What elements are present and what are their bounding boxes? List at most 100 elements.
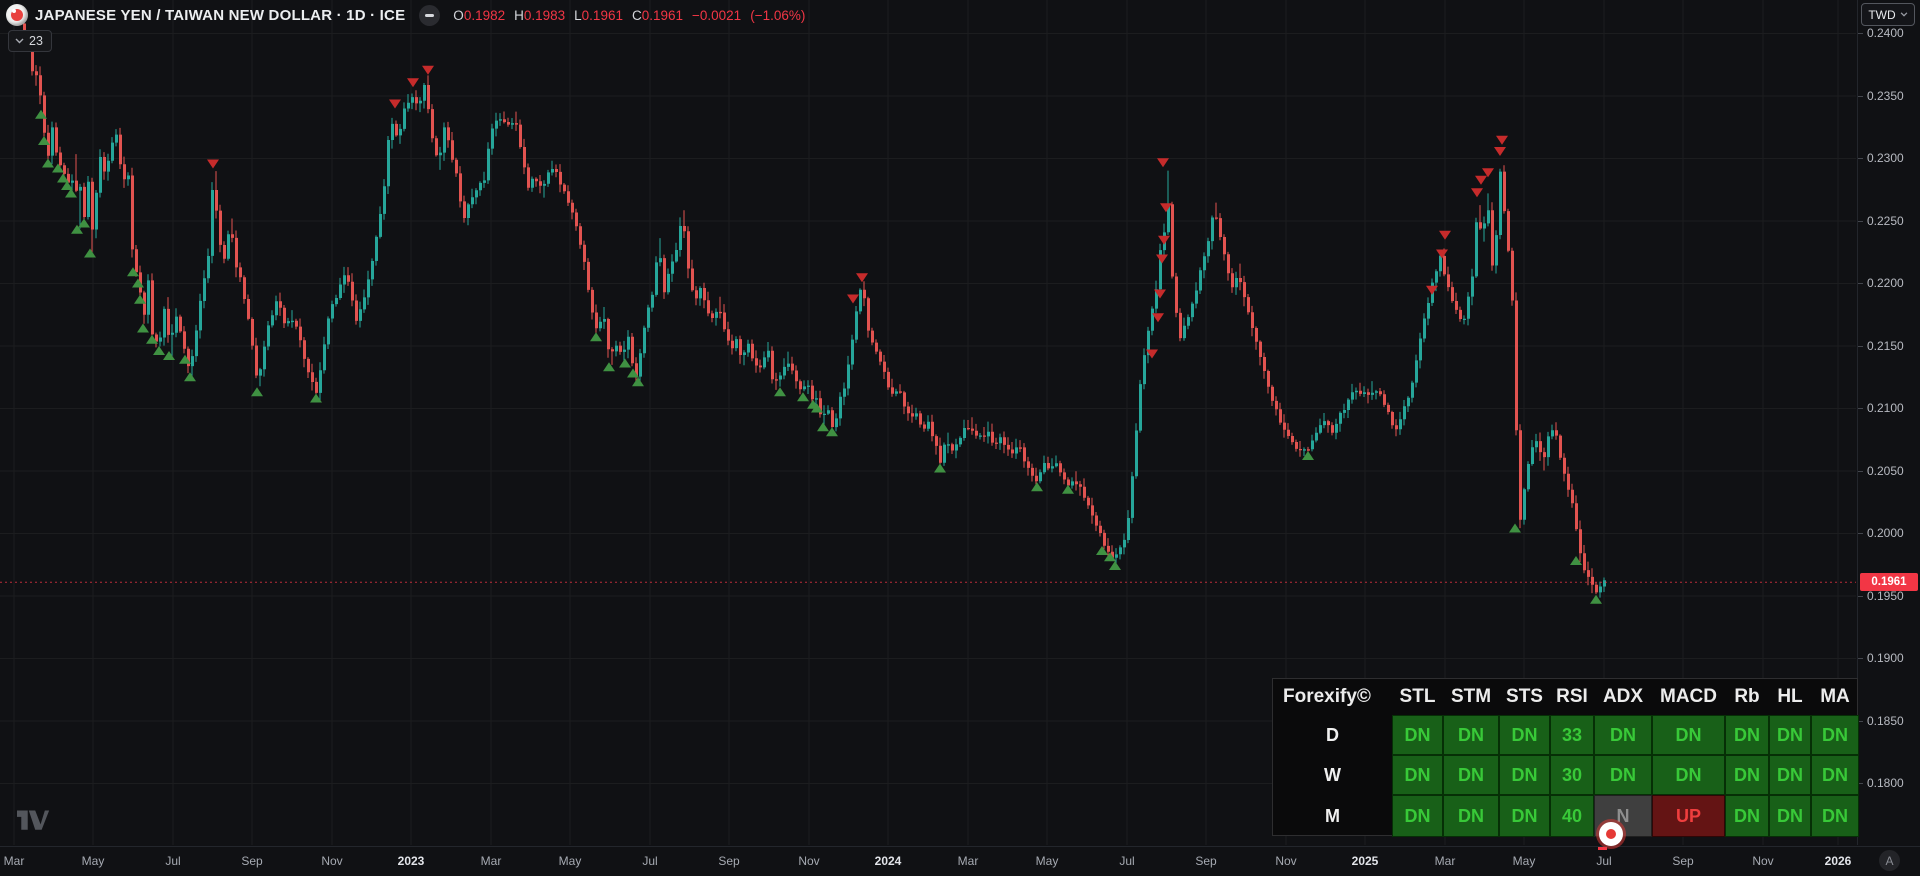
timeframe-row-label: D <box>1326 724 1339 745</box>
signal-column-header: MACD <box>1660 686 1717 707</box>
signal-column-header: ADX <box>1602 686 1644 707</box>
signal-cell: DN <box>1769 795 1811 837</box>
price-chart-svg <box>0 0 1856 845</box>
open-value: 0.1982 <box>463 7 506 23</box>
signal-column-header: STM <box>1450 686 1492 707</box>
price-tick-label: 0.2300 <box>1867 151 1904 165</box>
signal-cell: DN <box>1499 755 1550 795</box>
price-tick-mark <box>1858 471 1863 472</box>
signal-cell: 30 <box>1550 755 1594 795</box>
signal-cell: UP <box>1652 795 1725 837</box>
signal-cell: DN <box>1725 795 1769 837</box>
currency-dropdown-button[interactable]: TWD <box>1861 3 1915 26</box>
price-tick-label: 0.2250 <box>1867 214 1904 228</box>
close-value: 0.1961 <box>641 7 684 23</box>
low-value: 0.1961 <box>581 7 623 23</box>
grid-lines <box>0 0 1856 845</box>
time-tick-month: May <box>1035 854 1059 868</box>
signal-cell: 40 <box>1550 795 1594 837</box>
signal-column-header: HL <box>1777 686 1803 707</box>
signal-cell: DN <box>1443 795 1499 837</box>
price-tick-mark <box>1858 533 1863 534</box>
candle-bodies-up <box>27 36 1606 593</box>
price-tick-mark <box>1858 158 1863 159</box>
ohlc-readout: O0.1982 H0.1983 L0.1961 C0.1961 −0.0021 … <box>453 8 814 23</box>
signal-table-row: M DN DN DN 40 N UP DN DN DN <box>1273 795 1859 837</box>
price-tick-label: 0.2050 <box>1867 464 1904 478</box>
signal-table-row: D DN DN DN 33 DN DN DN DN DN <box>1273 715 1859 755</box>
auto-scale-button[interactable]: A <box>1879 850 1900 871</box>
price-tick-mark <box>1858 721 1863 722</box>
tradingview-logo-icon[interactable] <box>14 803 50 833</box>
signal-cell: DN <box>1499 795 1550 837</box>
time-tick-year: 2026 <box>1824 854 1852 868</box>
forexify-signal-table: Forexify© STL STM STS RSI ADX MACD Rb HL MA D DN DN D… <box>1272 678 1859 837</box>
low-label: L <box>574 7 582 23</box>
signal-column-header: STL <box>1399 686 1436 707</box>
close-label: C <box>631 7 642 23</box>
high-label: H <box>514 7 524 23</box>
price-axis[interactable]: 0.2400 0.2350 0.2300 0.2250 0.2200 0.2150 0.21… <box>1857 0 1920 845</box>
signal-column-header: Rb <box>1734 686 1760 707</box>
price-tick-label: 0.2200 <box>1867 276 1904 290</box>
time-tick-month: Jul <box>165 854 181 868</box>
price-tick-label: 0.2350 <box>1867 89 1904 103</box>
price-tick-label: 0.2100 <box>1867 401 1904 415</box>
signal-cell: DN <box>1811 795 1859 837</box>
minus-icon <box>425 14 435 17</box>
time-tick-month: Sep <box>1195 854 1217 868</box>
chevron-down-icon <box>1900 12 1908 17</box>
signal-cell: DN <box>1769 755 1811 795</box>
price-tick-mark <box>1858 283 1863 284</box>
candle-wicks-down <box>23 16 1597 595</box>
signal-cell: DN <box>1652 715 1725 755</box>
open-label: O <box>453 7 464 23</box>
price-tick-mark <box>1858 783 1863 784</box>
signal-cell: 33 <box>1550 715 1594 755</box>
forexify-record-logo-icon <box>6 4 28 26</box>
price-tick-mark <box>1858 221 1863 222</box>
signal-column-header: RSI <box>1556 686 1588 707</box>
time-tick-month: Nov <box>1275 854 1297 868</box>
time-tick-month: Nov <box>1752 854 1774 868</box>
price-tick-label: 0.2150 <box>1867 339 1904 353</box>
price-tick-mark <box>1858 96 1863 97</box>
timeframe-row-label: M <box>1325 805 1340 826</box>
signal-cell: DN <box>1499 715 1550 755</box>
candle-bodies-down <box>23 23 1598 593</box>
signal-table-row: W DN DN DN 30 DN DN DN DN DN <box>1273 755 1859 795</box>
time-tick-year: 2025 <box>1351 854 1379 868</box>
signal-cell: DN <box>1652 755 1725 795</box>
price-tick-mark <box>1858 658 1863 659</box>
price-tick-label: 0.1950 <box>1867 589 1904 603</box>
signal-cell: DN <box>1811 715 1859 755</box>
price-tick-label: 0.1900 <box>1867 651 1904 665</box>
current-signal-record-icon <box>1599 822 1623 846</box>
time-tick-month: Mar <box>3 854 25 868</box>
time-tick-year: 2024 <box>874 854 902 868</box>
signal-cell: DN <box>1811 755 1859 795</box>
signal-cell: DN <box>1594 715 1652 755</box>
buy-signal-triangles <box>35 109 1602 604</box>
time-tick-month: Sep <box>1672 854 1694 868</box>
market-status-button[interactable] <box>419 4 441 26</box>
signal-column-header: STS <box>1506 686 1543 707</box>
signal-cell: DN <box>1725 715 1769 755</box>
change-value: −0.0021 <box>692 7 742 23</box>
signal-cell: DN <box>1392 715 1443 755</box>
legend-count: 23 <box>29 34 43 48</box>
price-tick-mark <box>1858 408 1863 409</box>
time-axis[interactable]: A Mar May Jul Sep Nov 2023 Mar May Jul Sep Nov 2024… <box>0 846 1920 876</box>
symbol-title[interactable]: JAPANESE YEN / TAIWAN NEW DOLLAR · 1D · … <box>35 6 406 24</box>
signal-cell: DN <box>1769 715 1811 755</box>
time-tick-month: Jul <box>1119 854 1135 868</box>
time-tick-month: Sep <box>718 854 740 868</box>
legend-collapse-button[interactable]: 23 <box>8 30 52 52</box>
signal-table-header-row: Forexify© STL STM STS RSI ADX MACD Rb HL MA <box>1273 679 1857 715</box>
signal-cell: DN <box>1392 755 1443 795</box>
last-bar-axis-marker <box>1598 847 1607 850</box>
candle-wicks-up <box>27 33 1605 598</box>
timeframe-row-label: W <box>1324 764 1341 785</box>
signal-column-header: MA <box>1820 686 1850 707</box>
